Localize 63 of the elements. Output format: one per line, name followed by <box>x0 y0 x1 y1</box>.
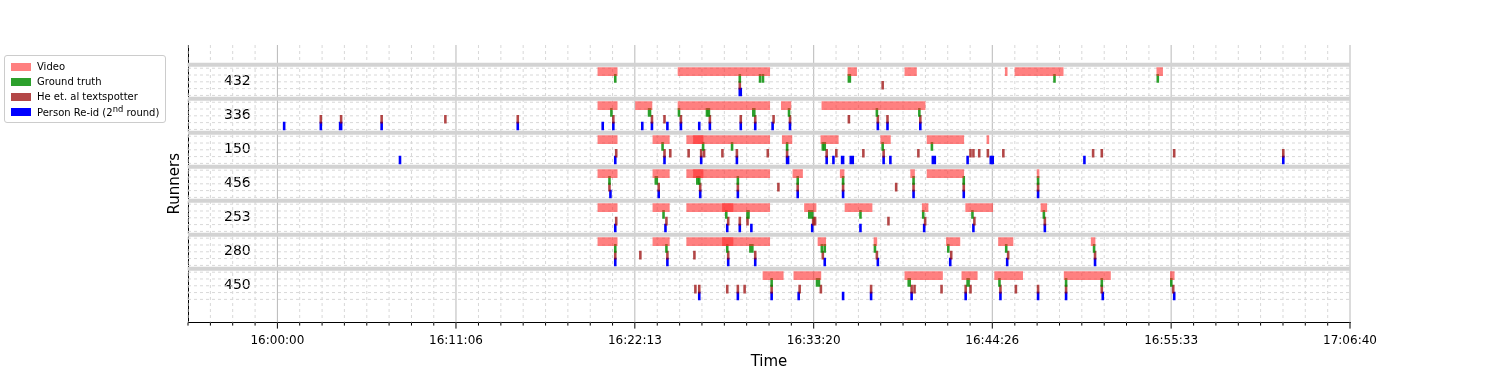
bar <box>832 155 835 165</box>
bar <box>962 176 966 185</box>
bar <box>724 210 728 219</box>
y-tick-label: 253 <box>224 208 251 225</box>
bar <box>808 210 814 219</box>
bar <box>823 257 827 267</box>
y-tick-label: 450 <box>224 276 251 293</box>
bar <box>815 278 821 287</box>
bar <box>665 244 668 253</box>
x-axis-title: Time <box>749 351 788 370</box>
bar <box>666 121 669 131</box>
bar <box>725 244 729 253</box>
y-tick-label: 432 <box>224 72 251 89</box>
y-tick-label: 456 <box>224 174 251 191</box>
legend-label: Video <box>37 61 66 72</box>
bar <box>738 74 742 83</box>
x-tick-label: 16:33:20 <box>786 332 841 347</box>
y-axis-title: Runners <box>164 152 183 215</box>
bar <box>1083 155 1086 165</box>
bar <box>859 210 862 219</box>
bar <box>1004 244 1008 253</box>
bar <box>889 155 892 165</box>
bar <box>1156 74 1160 83</box>
y-tick-label: 336 <box>224 106 251 123</box>
bar <box>971 210 974 219</box>
bar <box>998 278 1001 287</box>
bar <box>947 244 950 253</box>
legend-label: Ground truth <box>37 76 102 87</box>
x-tick-label: 16:55:33 <box>1144 332 1199 347</box>
bar <box>662 210 665 219</box>
bar <box>610 108 613 117</box>
bar <box>770 278 773 287</box>
bar <box>746 210 750 219</box>
x-tick-label: 16:00:00 <box>250 332 305 347</box>
bar <box>912 176 915 185</box>
bar <box>697 121 701 131</box>
bar <box>921 210 925 219</box>
y-tick-label: 280 <box>224 242 251 259</box>
bar <box>613 74 617 83</box>
bar <box>796 176 800 185</box>
bar <box>613 244 617 253</box>
x-tick-label: 16:11:06 <box>429 332 483 347</box>
bar <box>608 176 611 185</box>
bar <box>1053 74 1056 83</box>
bar <box>752 108 756 117</box>
bar <box>749 244 754 253</box>
bar <box>1170 278 1173 287</box>
bar <box>641 121 644 131</box>
x-tick-label: 17:06:40 <box>1323 332 1377 347</box>
bar <box>966 278 970 287</box>
x-tick-label: 16:44:26 <box>965 332 1020 347</box>
bar <box>601 121 605 131</box>
bar <box>661 142 664 151</box>
bar <box>907 278 911 287</box>
bar <box>918 108 921 117</box>
bar <box>881 142 884 151</box>
x-tick-label: 16:22:13 <box>607 332 662 347</box>
bar <box>750 223 753 233</box>
legend-label: Person Re-id (2$^{nd}$ round) <box>37 104 160 119</box>
legend-label: He et. al textspotter <box>37 91 138 102</box>
y-tick-label: 150 <box>224 140 251 157</box>
bar <box>966 155 969 165</box>
bar <box>859 223 862 233</box>
